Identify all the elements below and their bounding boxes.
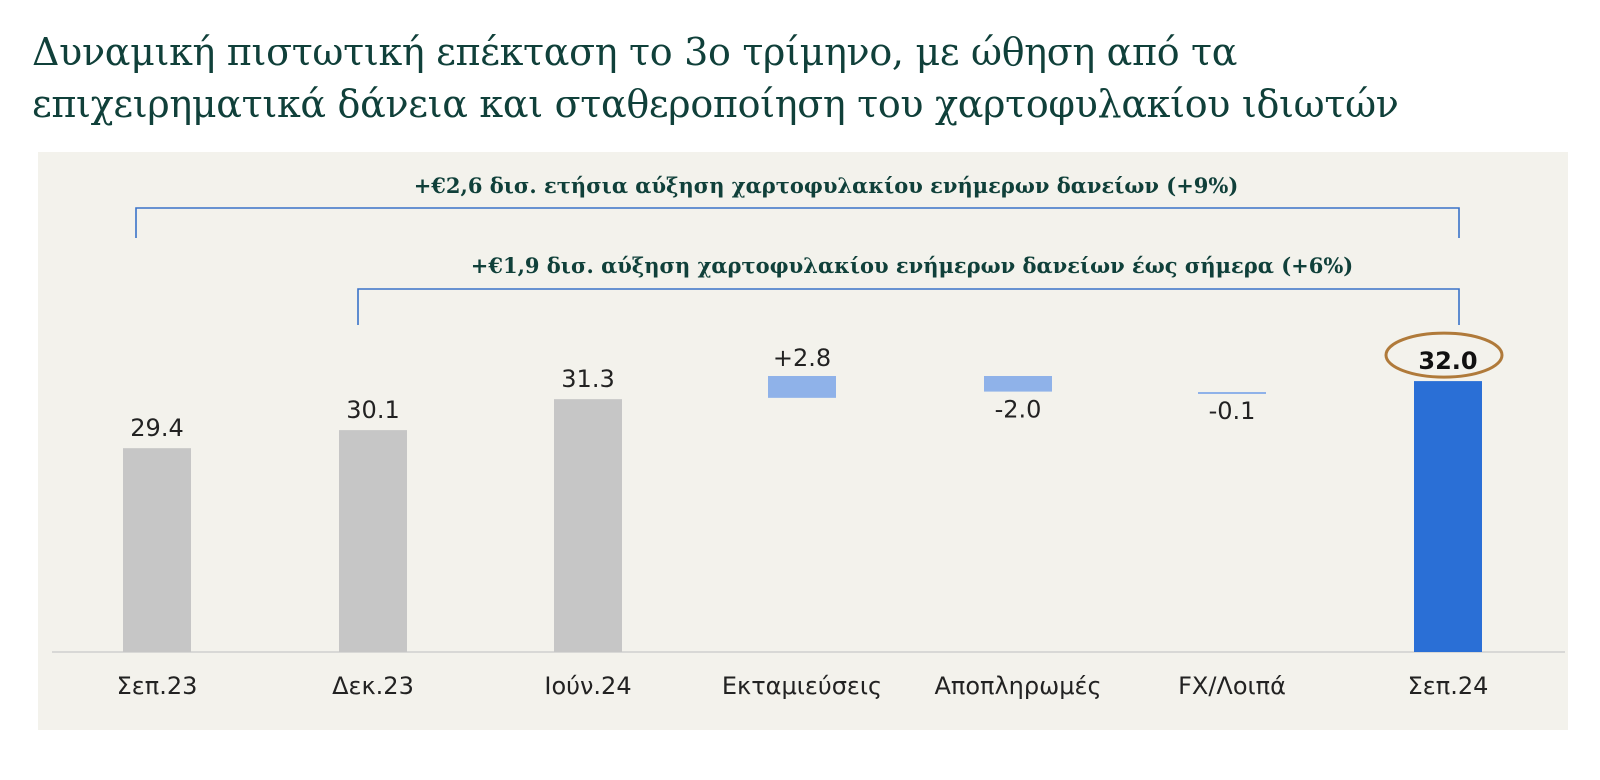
yearly-growth-annotation: +€2,6 δισ. ετήσια αύξηση χαρτοφυλακίου ε… xyxy=(414,173,1239,198)
bar-2 xyxy=(339,430,407,652)
title-line-2: επιχειρηματικά δάνεια και σταθεροποίηση … xyxy=(32,82,1399,126)
data-label-2: 30.1 xyxy=(346,396,399,424)
data-label-1: 29.4 xyxy=(130,414,183,442)
category-label-7: Σεπ.24 xyxy=(1408,672,1489,700)
data-label-5: -2.0 xyxy=(995,396,1042,424)
ytd-bracket xyxy=(357,288,1460,325)
data-label-4: +2.8 xyxy=(773,344,831,372)
bar-5 xyxy=(984,376,1052,392)
data-label-6: -0.1 xyxy=(1209,397,1256,425)
bar-3 xyxy=(554,399,622,652)
category-label-2: Δεκ.23 xyxy=(332,672,414,700)
highlight-circle xyxy=(1384,331,1504,379)
bar-7 xyxy=(1414,381,1482,652)
bar-4 xyxy=(768,376,836,398)
category-label-1: Σεπ.23 xyxy=(117,672,198,700)
yearly-bracket xyxy=(135,207,1460,238)
category-label-6: FX/Λοιπά xyxy=(1178,672,1286,700)
bar-1 xyxy=(123,448,191,652)
ytd-growth-annotation: +€1,9 δισ. αύξηση χαρτοφυλακίου ενήμερων… xyxy=(471,253,1354,278)
bar-6 xyxy=(1198,392,1266,394)
category-label-3: Ιούν.24 xyxy=(544,672,631,700)
page-title: Δυναμική πιστωτική επέκταση το 3ο τρίμην… xyxy=(32,26,1572,130)
category-label-4: Εκταμιεύσεις xyxy=(722,672,882,700)
data-label-7: 32.0 xyxy=(1418,347,1477,375)
category-label-5: Αποπληρωμές xyxy=(934,672,1101,700)
title-line-1: Δυναμική πιστωτική επέκταση το 3ο τρίμην… xyxy=(32,30,1238,74)
data-label-3: 31.3 xyxy=(561,365,614,393)
chart-panel xyxy=(38,152,1568,730)
